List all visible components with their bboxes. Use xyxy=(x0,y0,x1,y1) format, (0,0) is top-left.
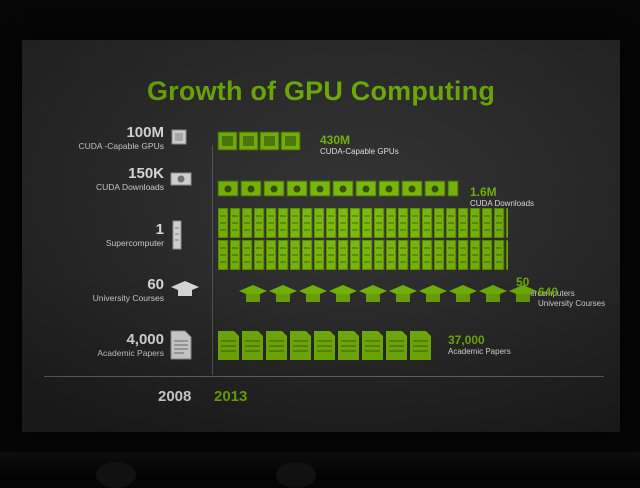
new-stat-courses: 640 University Courses xyxy=(538,286,605,309)
new-label: CUDA-Capable GPUs xyxy=(320,147,399,156)
old-stat-downloads: 150K CUDA Downloads xyxy=(95,165,164,193)
new-stat-papers: 37,000 Academic Papers xyxy=(448,334,511,357)
new-stat-supercomputers: 50 Supercomputers xyxy=(516,276,575,299)
new-icons-papers xyxy=(217,330,439,362)
document-icon-row xyxy=(217,330,432,361)
old-stat-papers: 4,000 Academic Papers xyxy=(97,331,164,359)
old-value: 4,000 xyxy=(126,331,164,348)
server-rack-icon xyxy=(172,220,182,250)
old-stat-supercomputers: 1 Supercomputer xyxy=(105,221,164,249)
baseline xyxy=(44,376,604,377)
download-folder-icon-row xyxy=(217,180,459,197)
old-label: Academic Papers xyxy=(97,348,164,358)
new-value: 37,000 xyxy=(448,333,485,347)
year-old: 2008 xyxy=(158,388,192,405)
old-value: 150K xyxy=(128,165,164,182)
new-label: Supercomputers xyxy=(516,289,575,298)
old-label: CUDA Downloads xyxy=(95,182,164,192)
presentation-slide: Growth of GPU Computing 100M CUDA -Capab… xyxy=(22,40,620,432)
slide-title: Growth of GPU Computing xyxy=(146,76,496,106)
old-value: 60 xyxy=(147,276,164,293)
new-value: 430M xyxy=(320,133,351,147)
old-label: Supercomputer xyxy=(105,238,164,248)
document-icon xyxy=(170,330,192,360)
audience-head xyxy=(276,462,316,488)
new-label: University Courses xyxy=(538,299,606,308)
new-label: Academic Papers xyxy=(448,347,511,356)
new-label: CUDA Downloads xyxy=(470,199,535,208)
graduation-cap-icon xyxy=(171,281,199,296)
new-stat-gpus: 430M CUDA-Capable GPUs xyxy=(320,134,399,157)
new-icons-gpus xyxy=(217,130,307,152)
old-value: 100M xyxy=(126,124,164,141)
audience-head xyxy=(96,462,136,488)
new-stat-downloads: 1.6M CUDA Downloads xyxy=(470,186,534,209)
year-new: 2013 xyxy=(214,388,248,405)
server-rack-icon-grid xyxy=(218,208,508,270)
graduation-cap-icon-row xyxy=(239,285,537,302)
old-label: CUDA -Capable GPUs xyxy=(78,141,164,151)
old-label: University Courses xyxy=(92,293,164,303)
old-stat-courses: 60 University Courses xyxy=(92,276,164,304)
gpu-chip-icon xyxy=(171,129,187,145)
new-value: 50 xyxy=(516,275,530,289)
gpu-chip-icon-row xyxy=(217,131,301,151)
new-value: 1.6M xyxy=(470,185,497,199)
new-icons-downloads xyxy=(217,179,462,199)
new-value: 640 xyxy=(538,285,559,299)
old-stat-gpus: 100M CUDA -Capable GPUs xyxy=(78,124,164,152)
download-folder-icon xyxy=(170,172,192,186)
new-icons-courses xyxy=(217,284,537,306)
old-value: 1 xyxy=(155,221,164,238)
year-divider xyxy=(212,145,213,375)
new-icons-supercomputers xyxy=(217,208,517,274)
